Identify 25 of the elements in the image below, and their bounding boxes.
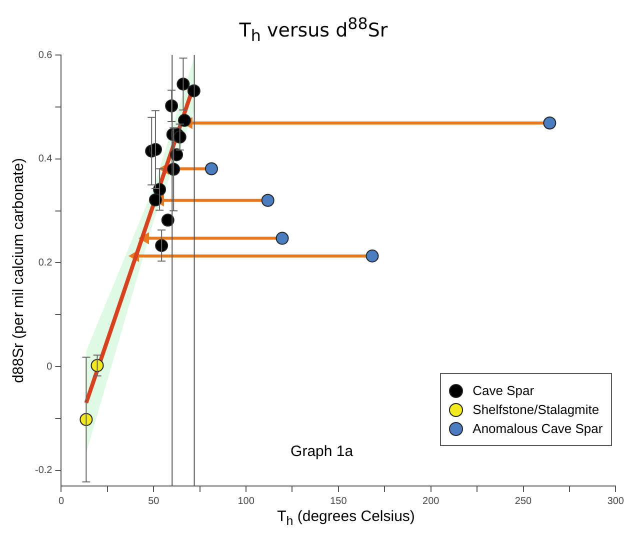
y-tick-label: -0.2 <box>34 465 53 476</box>
y-tick-label: 0 <box>46 361 53 372</box>
x-tick-label: 100 <box>238 496 255 507</box>
chart-title: T$_{h}$ versus d$^{88}$Sr <box>238 14 389 46</box>
y-tick-label: 0.2 <box>38 257 53 268</box>
legend-label: Shelfstone/Stalagmite <box>472 402 600 417</box>
point <box>543 116 556 130</box>
legend-label: Anomalous Cave Spar <box>472 421 603 436</box>
point <box>161 214 174 227</box>
point <box>204 162 218 176</box>
y-tick-label: 0.4 <box>38 154 53 165</box>
x-tick-label: 250 <box>514 496 532 507</box>
x-tick-label: 50 <box>148 496 160 507</box>
annotation: Graph 1a <box>290 443 354 460</box>
x-tick-label: 200 <box>422 496 440 507</box>
x-axis-title: T$_{h}$ (degrees Celsius) <box>276 508 416 528</box>
x-tick-label: 300 <box>607 496 624 507</box>
y-axis-title: d88Sr (per mil calcium carbonate) <box>10 158 28 384</box>
point <box>261 194 274 207</box>
x-tick-label: 0 <box>58 496 64 507</box>
legend-label: Cave Spar <box>472 383 534 398</box>
point <box>276 232 289 245</box>
x-tick-label: 150 <box>330 496 348 507</box>
y-tick-label: 0.6 <box>38 50 53 61</box>
point <box>366 249 379 262</box>
